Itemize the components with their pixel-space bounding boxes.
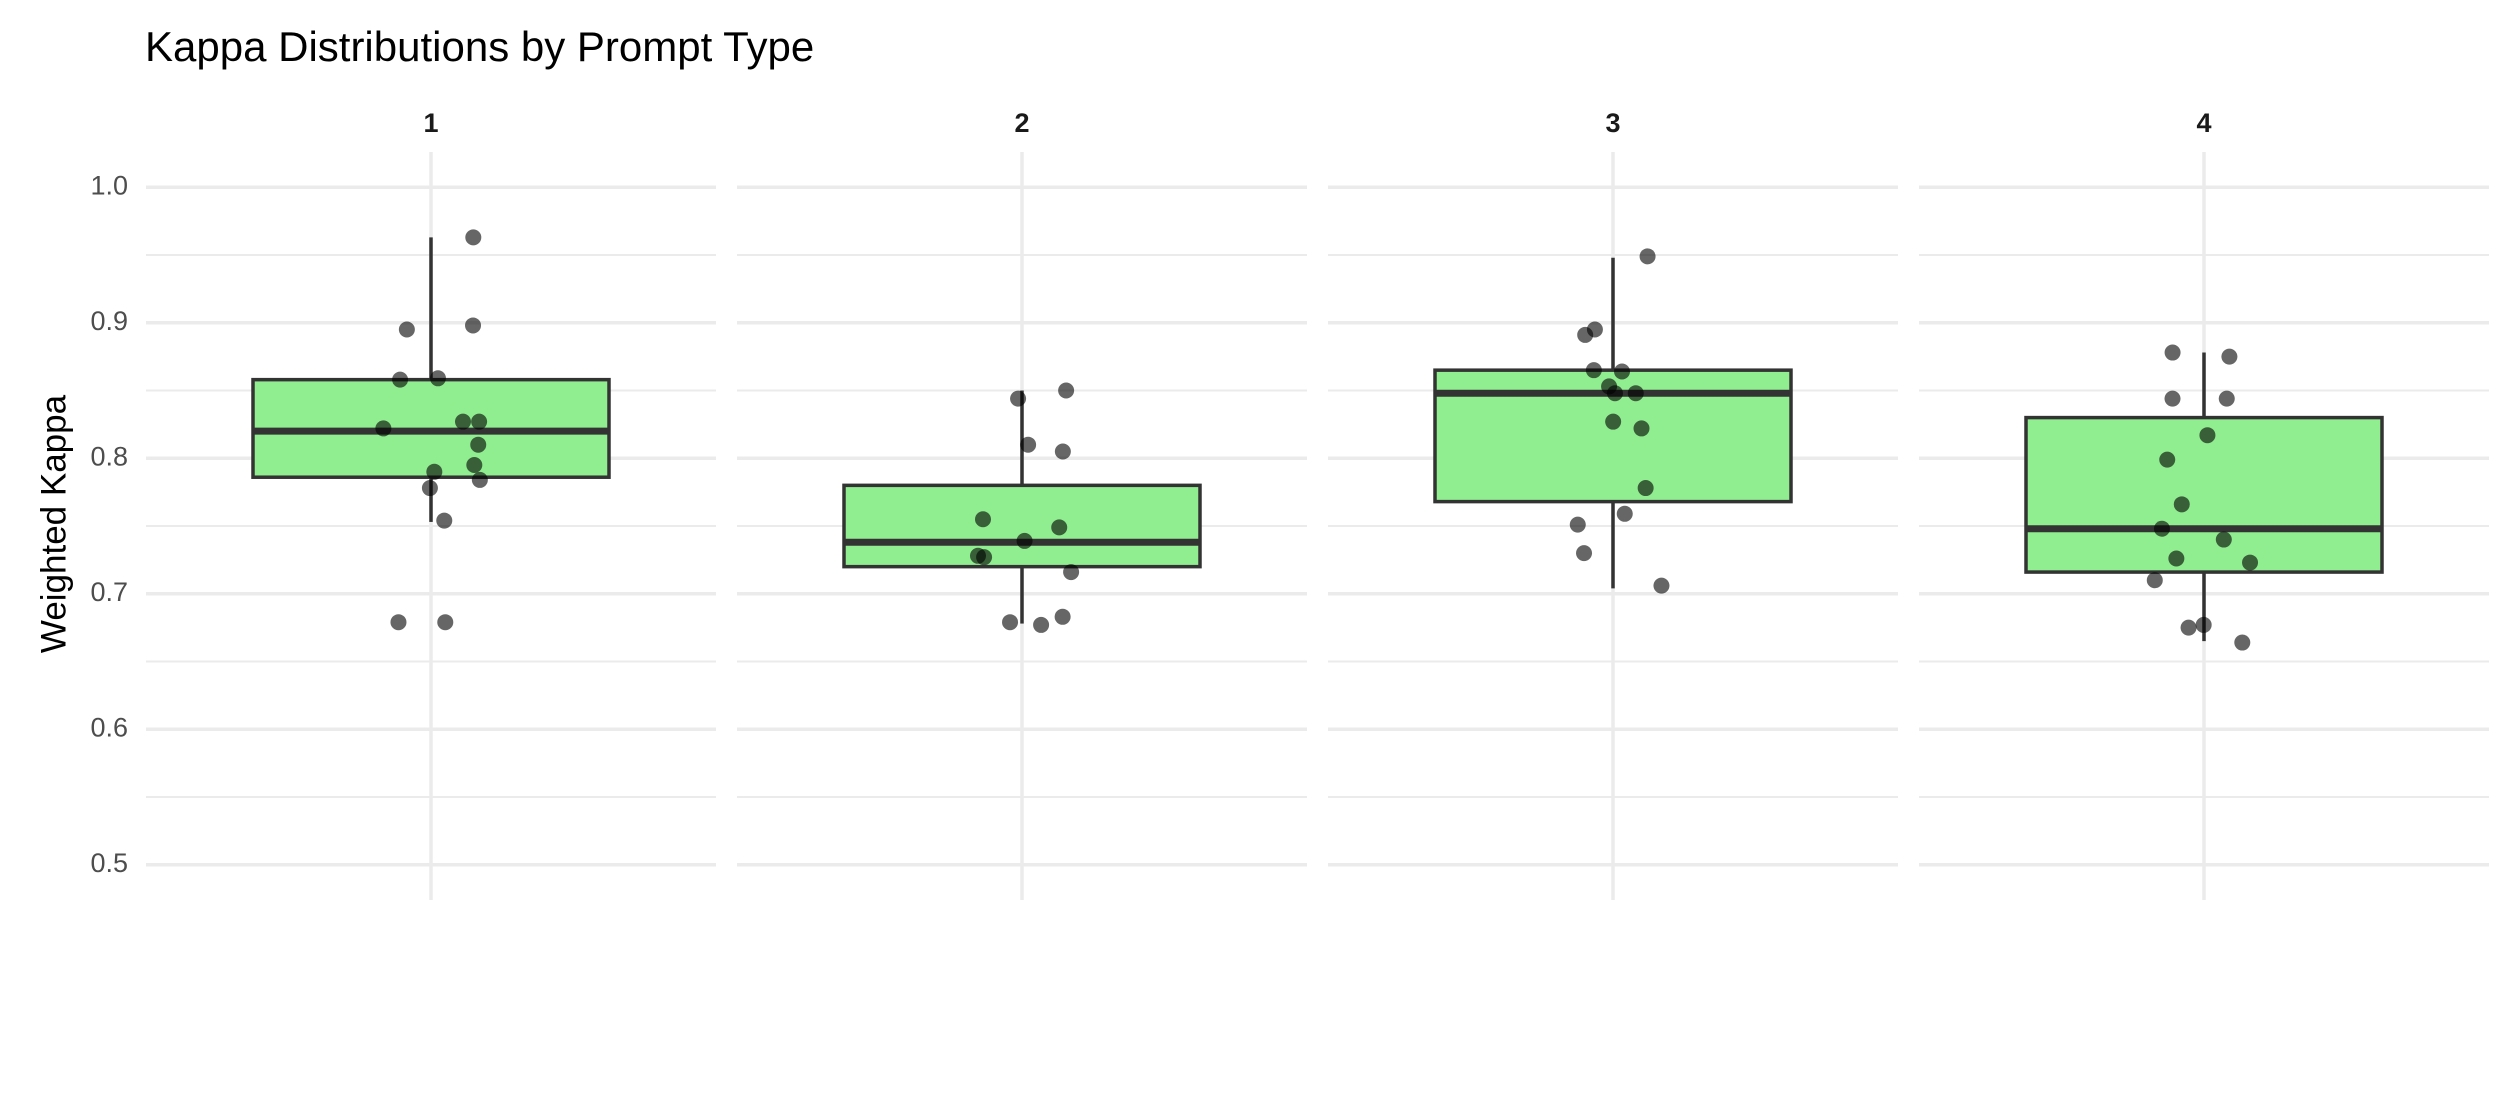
point bbox=[2164, 344, 2181, 361]
point bbox=[398, 321, 415, 338]
point bbox=[1605, 413, 1622, 430]
y-tick-label: 0.8 bbox=[90, 441, 128, 471]
y-tick-label: 0.7 bbox=[90, 577, 128, 607]
box bbox=[2024, 415, 2384, 574]
point bbox=[2153, 520, 2170, 537]
point bbox=[1051, 519, 1068, 536]
point bbox=[2146, 572, 2163, 589]
point bbox=[2168, 550, 2185, 567]
point bbox=[1614, 363, 1631, 380]
point bbox=[390, 614, 407, 631]
y-tick-label: 1.0 bbox=[90, 170, 128, 200]
point bbox=[2215, 531, 2232, 548]
point bbox=[1616, 505, 1633, 522]
point bbox=[466, 457, 483, 474]
point bbox=[1054, 443, 1071, 460]
point bbox=[1633, 420, 1650, 437]
point bbox=[436, 512, 453, 529]
point bbox=[1063, 564, 1080, 581]
point bbox=[2234, 634, 2251, 651]
point bbox=[465, 317, 482, 334]
point bbox=[465, 229, 482, 246]
point bbox=[1010, 390, 1027, 407]
point bbox=[2173, 496, 2190, 513]
point bbox=[471, 471, 488, 488]
chart-title: Kappa Distributions by Prompt Type bbox=[145, 23, 814, 70]
point bbox=[2199, 427, 2216, 444]
point bbox=[454, 413, 471, 430]
point bbox=[437, 614, 454, 631]
point bbox=[1058, 382, 1075, 399]
y-tick-label: 0.5 bbox=[90, 848, 128, 878]
point bbox=[974, 511, 991, 528]
point bbox=[1054, 608, 1071, 625]
point bbox=[2164, 390, 2181, 407]
point bbox=[471, 413, 488, 430]
point bbox=[2218, 390, 2235, 407]
point bbox=[976, 549, 993, 566]
point bbox=[2221, 348, 2238, 365]
point bbox=[1606, 385, 1623, 402]
point bbox=[1627, 385, 1644, 402]
strip-label: 2 bbox=[1014, 108, 1029, 138]
point bbox=[429, 370, 446, 387]
box bbox=[842, 483, 1202, 569]
point bbox=[375, 420, 392, 437]
point bbox=[1586, 321, 1603, 338]
point bbox=[1020, 436, 1037, 453]
strip-label: 1 bbox=[423, 108, 438, 138]
point bbox=[2159, 451, 2176, 468]
point bbox=[1033, 616, 1050, 633]
point bbox=[1002, 614, 1019, 631]
point bbox=[1569, 516, 1586, 533]
y-tick-label: 0.9 bbox=[90, 306, 128, 336]
point bbox=[426, 463, 443, 480]
point bbox=[392, 371, 409, 388]
y-tick-label: 0.6 bbox=[90, 712, 128, 742]
point bbox=[2180, 619, 2197, 636]
point bbox=[421, 480, 438, 497]
point bbox=[470, 436, 487, 453]
point bbox=[2242, 554, 2259, 571]
point bbox=[1637, 480, 1654, 497]
strip-label: 4 bbox=[2196, 108, 2211, 138]
point bbox=[1576, 545, 1593, 562]
point bbox=[1639, 248, 1656, 265]
point bbox=[1016, 532, 1033, 549]
point bbox=[1653, 577, 1670, 594]
point bbox=[2195, 616, 2212, 633]
point bbox=[1585, 362, 1602, 379]
y-axis-label: Weighted Kappa bbox=[34, 394, 73, 653]
strip-label: 3 bbox=[1605, 108, 1620, 138]
